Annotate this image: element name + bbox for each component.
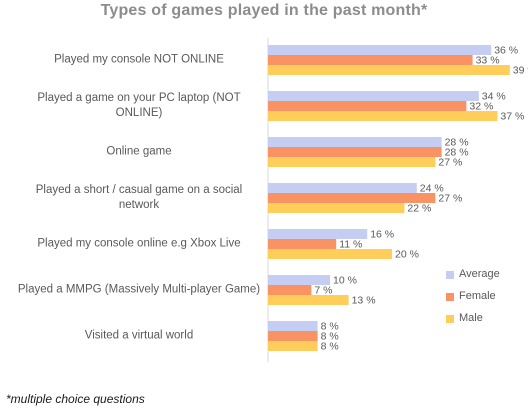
- bar-average-6: [268, 321, 318, 331]
- value-label-average-5: 10 %: [333, 275, 357, 287]
- value-label-male-1: 37 %: [500, 111, 524, 123]
- value-label-female-0: 33 %: [476, 55, 500, 67]
- bar-female-2: [268, 147, 442, 157]
- bar-male-2: [268, 157, 436, 167]
- bar-average-5: [268, 275, 330, 285]
- value-label-average-3: 24 %: [420, 183, 444, 195]
- value-label-male-6: 8 %: [321, 341, 339, 353]
- value-label-average-0: 36 %: [494, 45, 518, 57]
- legend-label-average: Average: [459, 268, 500, 280]
- bar-chart: 36 %33 %39 %34 %32 %37 %28 %28 %27 %24 %…: [267, 38, 528, 362]
- value-label-male-2: 27 %: [438, 157, 462, 169]
- category-label-5: Played a MMPG (Massively Multi-player Ga…: [17, 283, 261, 296]
- bar-female-0: [268, 55, 473, 65]
- value-label-male-0: 39 %: [513, 65, 528, 77]
- value-label-female-3: 27 %: [438, 193, 462, 205]
- bar-female-4: [268, 239, 337, 249]
- value-label-average-6: 8 %: [321, 321, 339, 333]
- value-label-female-6: 8 %: [321, 331, 339, 343]
- bar-average-3: [268, 183, 417, 193]
- category-label-0: Played my console NOT ONLINE: [54, 53, 224, 66]
- category-label-4: Played my console online e.g Xbox Live: [37, 237, 241, 250]
- bar-male-3: [268, 203, 405, 213]
- legend-swatch-average: [446, 271, 454, 279]
- bar-female-1: [268, 101, 467, 111]
- legend-swatch-female: [446, 293, 454, 301]
- bar-female-3: [268, 193, 436, 203]
- bar-average-4: [268, 229, 368, 239]
- bar-average-0: [268, 45, 492, 55]
- bar-female-5: [268, 285, 312, 295]
- category-label-3: Played a short / casual game on a social…: [35, 184, 243, 211]
- legend-label-female: Female: [459, 290, 496, 302]
- value-label-female-2: 28 %: [445, 147, 469, 159]
- bar-male-5: [268, 295, 349, 305]
- value-label-male-5: 13 %: [352, 295, 376, 307]
- bar-male-6: [268, 341, 318, 351]
- bar-male-0: [268, 65, 510, 75]
- value-label-male-4: 20 %: [395, 249, 419, 261]
- value-label-female-4: 11 %: [339, 239, 362, 251]
- value-label-average-2: 28 %: [445, 137, 469, 149]
- value-label-average-4: 16 %: [370, 229, 394, 241]
- value-label-male-3: 22 %: [407, 203, 431, 215]
- bar-female-6: [268, 331, 318, 341]
- category-label-2: Online game: [106, 145, 172, 158]
- category-label-6: Visited a virtual world: [84, 329, 194, 342]
- bar-average-2: [268, 137, 442, 147]
- legend-swatch-male: [446, 315, 454, 323]
- value-label-female-5: 7 %: [314, 285, 332, 297]
- bar-male-4: [268, 249, 392, 259]
- footnote: *multiple choice questions: [6, 392, 145, 406]
- bar-male-1: [268, 111, 498, 121]
- value-label-female-1: 32 %: [469, 101, 493, 113]
- chart-title: Types of games played in the past month*: [100, 2, 428, 19]
- category-label-1: Played a game on your PC laptop (NOT ONL…: [37, 92, 241, 119]
- value-label-average-1: 34 %: [482, 91, 506, 103]
- bar-average-1: [268, 91, 479, 101]
- legend-label-male: Male: [459, 312, 483, 324]
